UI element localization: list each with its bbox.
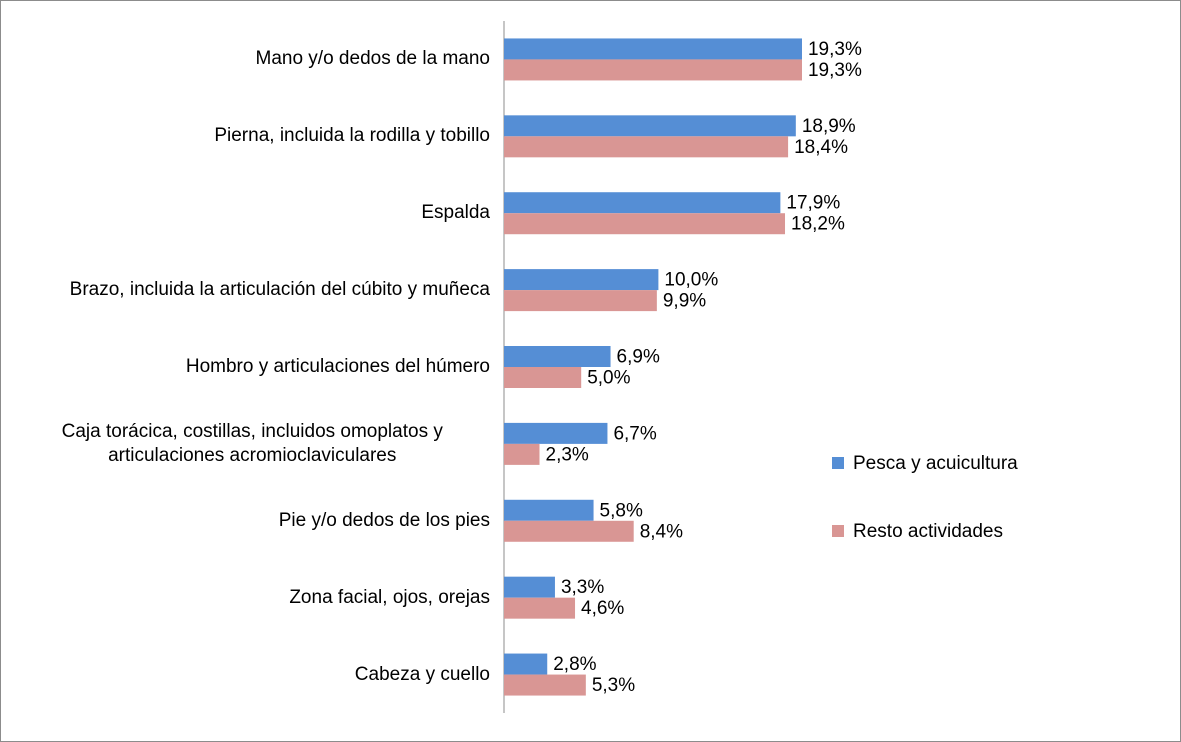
bar (504, 443, 540, 465)
value-label: 6,7% (613, 423, 656, 444)
category-label: Mano y/o dedos de la mano (256, 47, 491, 71)
category-text: Zona facial, ojos, orejas (289, 586, 490, 608)
category-text: Pie y/o dedos de los pies (278, 509, 490, 531)
category-text: Pierna, incluida la rodilla y tobillo (214, 125, 490, 147)
value-label: 10,0% (664, 270, 718, 291)
category-label: Pie y/o dedos de los pies (279, 509, 490, 533)
bar (504, 38, 802, 60)
category-label: Zona facial, ojos, orejas (289, 586, 490, 610)
category-label: Hombro y articulaciones del húmero (186, 355, 490, 379)
category-label: Caja torácica, costillas, incluidos omop… (15, 420, 491, 468)
value-label: 17,9% (786, 193, 840, 214)
category-text: Hombro y articulaciones del húmero (185, 356, 490, 377)
value-label: 2,8% (553, 654, 596, 675)
bar (504, 653, 548, 675)
bar (504, 520, 634, 542)
bar (504, 597, 576, 619)
bar (504, 115, 796, 137)
bar (504, 346, 611, 367)
bar (504, 59, 802, 81)
bar (504, 499, 594, 521)
category-text: Mano y/o dedos de la mano (255, 48, 491, 70)
bar (504, 576, 555, 598)
value-label: 6,9% (617, 347, 660, 368)
value-label: 5,8% (600, 500, 643, 521)
value-label: 5,3% (592, 675, 635, 696)
category-label: Brazo, incluida la articulación del cúbi… (70, 278, 490, 302)
bar (504, 136, 789, 158)
value-label: 8,4% (640, 521, 683, 542)
value-label: 19,3% (808, 39, 862, 60)
value-label: 5,0% (587, 368, 630, 389)
category-text: Brazo, incluida la articulación del cúbi… (69, 279, 490, 301)
category-label: Pierna, incluida la rodilla y tobillo (214, 124, 490, 148)
category-label: Cabeza y cuello (355, 663, 490, 687)
bar (504, 422, 608, 444)
bar (504, 269, 659, 291)
legend-swatch (832, 457, 844, 469)
value-label: 4,6% (581, 598, 624, 619)
bar (504, 213, 786, 235)
legend-swatch (832, 525, 844, 537)
bar (504, 367, 582, 388)
category-text: Espalda (421, 202, 490, 224)
bar (504, 290, 657, 312)
value-label: 9,9% (663, 291, 706, 312)
bar (504, 192, 781, 214)
value-label: 18,2% (791, 214, 845, 235)
category-text: Caja torácica, costillas, incluidos omop… (61, 420, 443, 466)
category-text: Cabeza y cuello (354, 663, 490, 685)
category-label: Espalda (421, 201, 490, 225)
value-label: 18,9% (802, 116, 856, 137)
value-label: 19,3% (808, 60, 862, 81)
value-label: 2,3% (546, 444, 589, 465)
legend-label: Pesca y acuicultura (853, 453, 1018, 474)
bar (504, 674, 586, 696)
legend-label: Resto actividades (853, 521, 1003, 542)
value-label: 3,3% (561, 577, 604, 598)
value-label: 18,4% (794, 137, 848, 158)
